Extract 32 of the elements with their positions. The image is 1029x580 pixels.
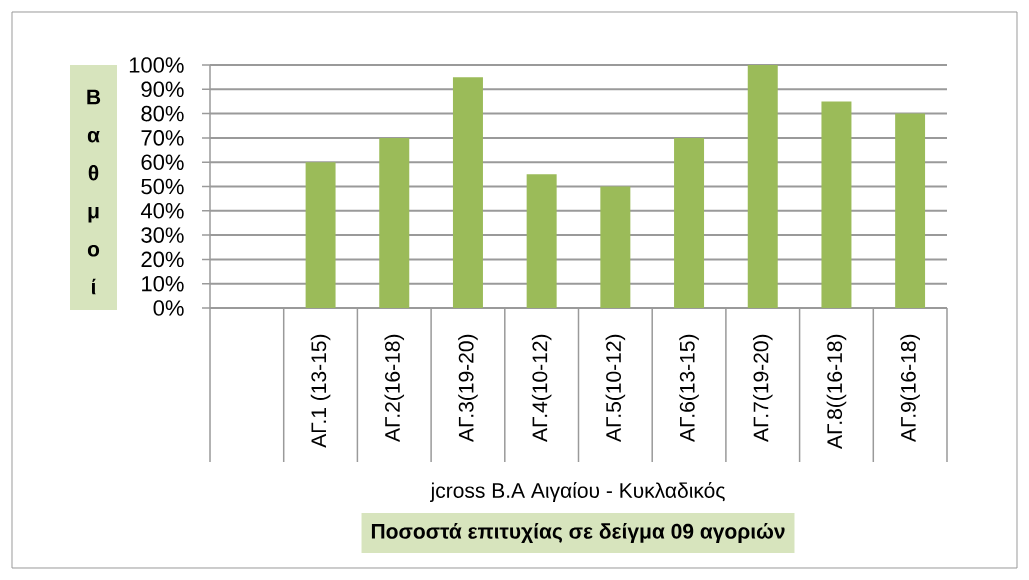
bar bbox=[600, 186, 631, 308]
y-tick-label: 30% bbox=[141, 227, 184, 243]
bar bbox=[747, 64, 778, 308]
x-tick-label: ΑΓ.2(16-18) bbox=[384, 334, 405, 442]
y-tick-label: 60% bbox=[141, 154, 184, 170]
bar bbox=[452, 77, 483, 308]
y-tick-label: 20% bbox=[141, 251, 184, 268]
bar bbox=[895, 113, 926, 308]
x-tick-label: ΑΓ.1 (13-15) bbox=[310, 334, 331, 448]
y-tick-label: 10% bbox=[142, 275, 184, 292]
bar bbox=[821, 101, 852, 308]
x-tick-label: ΑΓ.3(19-20) bbox=[458, 334, 478, 442]
x-axis-title: jcross Β.Α Αιγαίου - Κυκλαδικός bbox=[430, 481, 725, 503]
x-tick-label: ΑΓ.7(19-20) bbox=[752, 334, 773, 442]
x-tick-label: ΑΓ.5(10-12) bbox=[605, 334, 626, 442]
text: Βαθμοί bbox=[87, 89, 101, 295]
x-tick-label: ΑΓ.9(16-18) bbox=[900, 334, 920, 442]
y-tick-label: 100% bbox=[129, 57, 184, 73]
y-tick-label: 70% bbox=[141, 130, 184, 146]
y-tick-label: 40% bbox=[140, 202, 184, 219]
bar bbox=[305, 162, 336, 308]
bar bbox=[526, 174, 557, 308]
y-tick-label: 50% bbox=[141, 178, 184, 195]
x-tick-label: ΑΓ.6(13-15) bbox=[679, 334, 699, 442]
y-tick-label: 0% bbox=[153, 300, 184, 316]
bar bbox=[674, 137, 705, 308]
x-tick-label: ΑΓ.4(10-12) bbox=[531, 334, 552, 442]
x-tick-label: ΑΓ.8((16-18) bbox=[826, 334, 847, 449]
bar bbox=[379, 137, 410, 308]
text: Ποσοστά επιτυχίας σε δείγμα 09 αγοριών bbox=[371, 523, 785, 543]
y-tick-label: 80% bbox=[141, 105, 184, 122]
y-tick-label: 90% bbox=[141, 81, 184, 98]
